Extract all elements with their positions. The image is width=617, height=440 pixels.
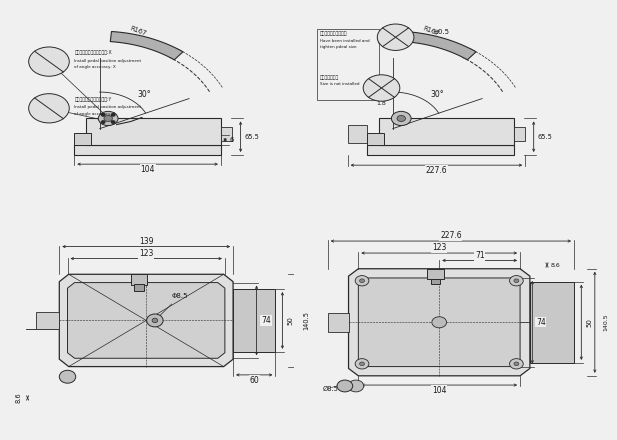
- Bar: [86, 118, 221, 145]
- Text: Φ8.5: Φ8.5: [157, 293, 188, 318]
- Circle shape: [28, 47, 69, 76]
- Circle shape: [98, 111, 118, 125]
- Text: 123: 123: [432, 243, 446, 253]
- Circle shape: [112, 114, 115, 116]
- Bar: [530, 282, 574, 363]
- Polygon shape: [67, 282, 225, 358]
- Text: 30°: 30°: [430, 90, 444, 99]
- Bar: [233, 289, 275, 352]
- Circle shape: [432, 317, 447, 328]
- Text: 104: 104: [140, 165, 155, 174]
- Text: 139: 139: [139, 237, 154, 246]
- Circle shape: [514, 362, 519, 366]
- Circle shape: [101, 121, 105, 123]
- Text: 140.5: 140.5: [303, 311, 309, 330]
- Bar: [135, 284, 144, 291]
- Polygon shape: [59, 274, 233, 367]
- Polygon shape: [404, 32, 476, 60]
- Circle shape: [348, 380, 364, 392]
- Circle shape: [363, 75, 400, 101]
- Text: Install pedal position adjustment: Install pedal position adjustment: [74, 59, 141, 62]
- Text: 8.6: 8.6: [551, 263, 560, 268]
- Text: 已安装并拧紧踏板尺寸: 已安装并拧紧踏板尺寸: [320, 31, 347, 36]
- Text: R167: R167: [422, 25, 440, 37]
- Text: 8.6: 8.6: [15, 392, 21, 403]
- Text: tighten pdeal size: tighten pdeal size: [320, 45, 356, 49]
- Bar: [514, 127, 525, 141]
- Bar: [348, 125, 367, 143]
- Circle shape: [377, 24, 414, 51]
- Bar: [74, 145, 221, 155]
- Text: 123: 123: [139, 249, 154, 258]
- Text: of angle accuracy: X: of angle accuracy: X: [74, 65, 116, 69]
- Circle shape: [355, 359, 369, 369]
- Text: Size is not installed: Size is not installed: [320, 82, 359, 86]
- Text: 1.8: 1.8: [376, 101, 386, 106]
- Circle shape: [360, 279, 365, 282]
- Bar: [221, 127, 232, 141]
- Text: 30°: 30°: [137, 90, 151, 99]
- Circle shape: [147, 314, 163, 327]
- Text: Ø8.5: Ø8.5: [323, 385, 339, 392]
- Text: 50: 50: [587, 318, 593, 327]
- Text: 安装踏板位置调整精度类型:X: 安装踏板位置调整精度类型:X: [74, 51, 112, 55]
- Polygon shape: [358, 278, 520, 367]
- Text: 安装踏板位置调整精度类型:Y: 安装踏板位置调整精度类型:Y: [74, 97, 112, 102]
- Circle shape: [101, 114, 105, 116]
- Bar: [367, 145, 514, 155]
- Circle shape: [59, 370, 76, 383]
- Bar: [431, 279, 440, 284]
- Bar: [328, 313, 349, 331]
- Text: 60: 60: [249, 376, 259, 385]
- Text: 74: 74: [261, 316, 271, 325]
- Polygon shape: [349, 269, 530, 376]
- Text: ±0.5: ±0.5: [433, 29, 449, 35]
- Text: 65.5: 65.5: [245, 134, 260, 140]
- Circle shape: [510, 275, 523, 286]
- Bar: [131, 274, 147, 286]
- Circle shape: [152, 318, 158, 323]
- Circle shape: [112, 121, 115, 123]
- Text: 6: 6: [230, 137, 234, 143]
- Text: R167: R167: [129, 25, 147, 37]
- Text: of angle accuracy: 1: of angle accuracy: 1: [74, 112, 116, 116]
- Text: Have been installed and: Have been installed and: [320, 39, 369, 43]
- Circle shape: [28, 94, 69, 123]
- Circle shape: [360, 362, 365, 366]
- Text: 227.6: 227.6: [426, 166, 447, 175]
- Circle shape: [355, 275, 369, 286]
- Circle shape: [104, 115, 112, 121]
- Text: 65.5: 65.5: [538, 134, 553, 140]
- Polygon shape: [110, 32, 183, 60]
- Circle shape: [397, 115, 405, 121]
- Text: 未安装踏板尺寸: 未安装踏板尺寸: [320, 75, 339, 80]
- Bar: [317, 29, 379, 100]
- Bar: [36, 312, 59, 329]
- Text: Install pedal position adjustment: Install pedal position adjustment: [74, 105, 141, 109]
- Text: 74: 74: [536, 318, 546, 327]
- Text: 227.6: 227.6: [440, 231, 462, 240]
- Circle shape: [514, 279, 519, 282]
- Circle shape: [391, 111, 411, 125]
- Text: 140.5: 140.5: [603, 313, 608, 331]
- Text: 50: 50: [288, 316, 294, 325]
- Text: 71: 71: [475, 251, 484, 260]
- Text: 104: 104: [432, 386, 447, 395]
- Bar: [74, 133, 91, 145]
- Circle shape: [337, 380, 353, 392]
- Bar: [367, 133, 384, 145]
- Bar: [379, 118, 514, 145]
- Circle shape: [510, 359, 523, 369]
- Bar: [427, 269, 444, 279]
